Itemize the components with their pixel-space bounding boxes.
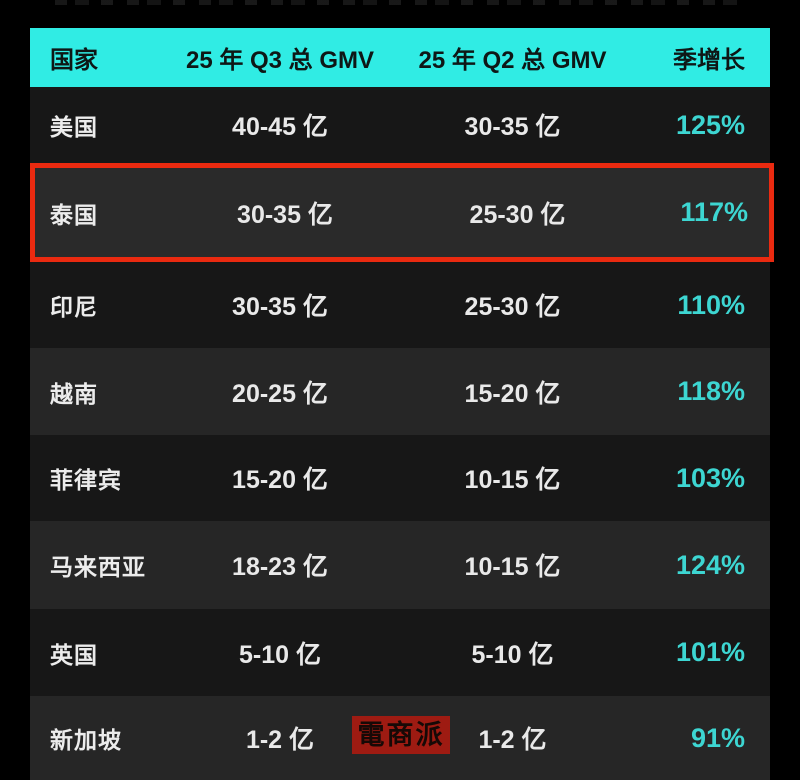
gmv-table: 国家 25 年 Q3 总 GMV 25 年 Q2 总 GMV 季增长 美国 40-… bbox=[30, 28, 774, 780]
watermark-stamp: 電商派 bbox=[352, 716, 450, 754]
q2-gmv-cell: 25-30 亿 bbox=[464, 293, 561, 321]
q3-gmv-cell: 20-25 亿 bbox=[232, 379, 328, 408]
q2-gmv-cell: 1-2 亿 bbox=[478, 726, 547, 754]
table-row: 英国 5-10 亿 5-10 亿 101% bbox=[30, 609, 770, 696]
growth-cell: 117% bbox=[680, 197, 748, 227]
cropped-text-remnant bbox=[55, 0, 745, 5]
q3-gmv-cell: 15-20 亿 bbox=[232, 466, 328, 494]
country-cell: 泰国 bbox=[50, 201, 98, 228]
q3-gmv-cell: 1-2 亿 bbox=[245, 726, 315, 754]
table-row: 新加坡 1-2 亿 1-2 亿 91% bbox=[30, 696, 770, 780]
table-row: 菲律宾 15-20 亿 10-15 亿 103% bbox=[30, 435, 770, 521]
q2-gmv-cell: 10-15 亿 bbox=[464, 553, 561, 581]
table-row: 泰国 30-35 亿 25-30 亿 117% bbox=[30, 163, 774, 262]
header-q2-gmv: 25 年 Q2 总 GMV bbox=[418, 47, 607, 74]
q3-gmv-cell: 18-23 亿 bbox=[232, 553, 328, 581]
country-cell: 马来西亚 bbox=[50, 554, 146, 580]
table-row: 越南 20-25 亿 15-20 亿 118% bbox=[30, 348, 770, 435]
q3-gmv-cell: 40-45 亿 bbox=[232, 113, 328, 141]
q2-gmv-cell: 15-20 亿 bbox=[464, 379, 561, 408]
country-cell: 菲律宾 bbox=[50, 467, 122, 493]
table-header: 国家 25 年 Q3 总 GMV 25 年 Q2 总 GMV 季增长 bbox=[30, 28, 770, 87]
q3-gmv-cell: 5-10 亿 bbox=[239, 640, 321, 669]
table-row: 马来西亚 18-23 亿 10-15 亿 124% bbox=[30, 521, 770, 609]
header-q3-gmv: 25 年 Q3 总 GMV bbox=[185, 47, 375, 74]
country-cell: 英国 bbox=[50, 641, 98, 668]
country-cell: 越南 bbox=[50, 380, 98, 407]
growth-cell: 91% bbox=[690, 722, 745, 753]
country-cell: 印尼 bbox=[50, 294, 98, 320]
country-cell: 新加坡 bbox=[50, 727, 122, 753]
q2-gmv-cell: 30-35 亿 bbox=[464, 113, 561, 141]
growth-cell: 110% bbox=[677, 289, 745, 320]
growth-cell: 118% bbox=[677, 376, 745, 406]
header-growth: 季增长 bbox=[673, 47, 745, 74]
q3-gmv-cell: 30-35 亿 bbox=[237, 200, 333, 229]
growth-cell: 124% bbox=[675, 549, 745, 580]
table-row: 美国 40-45 亿 30-35 亿 125% bbox=[30, 87, 770, 163]
q3-gmv-cell: 30-35 亿 bbox=[232, 293, 328, 321]
header-country: 国家 bbox=[50, 47, 98, 74]
q2-gmv-cell: 5-10 亿 bbox=[471, 640, 554, 669]
country-cell: 美国 bbox=[50, 114, 98, 140]
q2-gmv-cell: 25-30 亿 bbox=[469, 200, 566, 229]
table-row: 印尼 30-35 亿 25-30 亿 110% bbox=[30, 262, 770, 348]
growth-cell: 101% bbox=[675, 637, 745, 667]
table-body: 美国 40-45 亿 30-35 亿 125% 泰国 30-35 亿 25-30 亿 117%… bbox=[30, 87, 774, 780]
growth-cell: 103% bbox=[675, 462, 745, 493]
growth-cell: 125% bbox=[675, 109, 745, 140]
q2-gmv-cell: 10-15 亿 bbox=[464, 466, 561, 494]
